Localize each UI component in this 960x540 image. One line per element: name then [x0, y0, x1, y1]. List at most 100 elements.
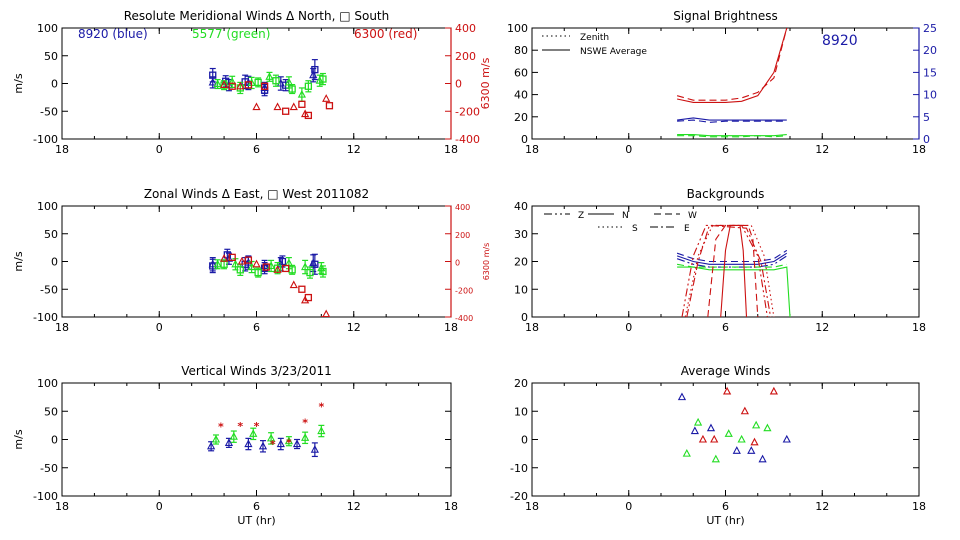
x-tick-label: 6	[722, 143, 729, 156]
series-line	[720, 224, 748, 317]
data-point-square	[228, 82, 236, 90]
data-point-triangle	[229, 432, 238, 440]
y-tick-label: 0	[51, 434, 58, 447]
data-point-triangle	[317, 426, 326, 435]
data-point-triangle	[747, 446, 756, 454]
data-point-triangle	[710, 434, 719, 443]
x-tick-label: 12	[347, 500, 361, 513]
panel-zonal: Zonal Winds Δ East, □ West 2011082 18 0 6 12…	[12, 187, 491, 334]
y2-tick-label: 5	[923, 111, 930, 124]
series-group	[208, 59, 334, 120]
series-line	[676, 255, 788, 268]
data-point-triangle	[289, 280, 298, 289]
y2-axis-label: 6300 m/s	[479, 57, 492, 109]
data-point-triangle	[266, 433, 276, 442]
x-tick-label: 6	[722, 321, 729, 334]
data-point-triangle	[763, 423, 772, 432]
data-point-triangle	[273, 102, 282, 111]
series-line	[676, 28, 788, 101]
series-group	[676, 224, 791, 317]
series-line	[707, 224, 759, 317]
data-point-triangle	[244, 439, 253, 448]
data-point-square	[288, 85, 296, 93]
data-point-square	[319, 75, 327, 83]
data-point-square	[304, 82, 313, 90]
data-point-triangle	[284, 436, 294, 445]
y2-tick-label: -200	[455, 286, 473, 295]
legend-label: S	[632, 224, 638, 234]
data-point-triangle	[249, 429, 258, 437]
data-point-square	[254, 78, 262, 87]
annotation-label: 8920	[822, 33, 858, 49]
y-tick-label: 40	[514, 89, 528, 102]
data-point-triangle	[297, 89, 306, 98]
y2-tick-label: 400	[455, 203, 470, 212]
series-group	[676, 28, 788, 138]
x-tick-label: 12	[815, 500, 829, 513]
data-point-triangle	[782, 434, 791, 443]
x-tick-label: 18	[525, 321, 539, 334]
y2-tick-label: 200	[455, 50, 476, 63]
data-point-square	[282, 107, 290, 115]
data-point-triangle	[315, 76, 324, 84]
y2-tick-label: 25	[923, 22, 937, 35]
y-tick-label: 100	[507, 22, 528, 35]
chart-title: Backgrounds	[687, 187, 765, 201]
legend-label: E	[684, 224, 690, 234]
data-point-triangle	[252, 259, 261, 268]
data-point-square	[298, 100, 306, 108]
series-line	[677, 119, 787, 123]
legend-label: W	[688, 211, 697, 221]
data-point-triangle	[690, 426, 699, 435]
data-point-square	[209, 262, 217, 270]
x-tick-label: 6	[253, 321, 260, 334]
data-point-star: *	[218, 421, 224, 434]
data-point-square	[319, 267, 327, 276]
annotation-label: 6300 (red)	[354, 27, 417, 41]
data-point-triangle	[706, 423, 716, 432]
legend-label: NSWE Average	[580, 47, 647, 57]
data-point-star: *	[237, 420, 243, 433]
x-axis-label: UT (hr)	[706, 514, 744, 527]
data-point-square	[209, 71, 217, 79]
x-tick-label: 18	[444, 143, 458, 156]
data-point-square	[244, 256, 253, 264]
y2-tick-label: 0	[923, 133, 930, 146]
data-point-triangle	[301, 433, 310, 441]
data-point-triangle	[292, 439, 302, 448]
panel-meridional: Resolute Meridional Winds Δ North, □ Sou…	[12, 9, 492, 156]
y2-tick-label: 10	[923, 89, 937, 102]
series-group	[208, 248, 331, 317]
x-tick-label: 18	[912, 500, 926, 513]
panel-average: Average Winds 18 0 6 12 18 20 10 0 -10 -20 UT (hr)	[510, 364, 926, 527]
data-point-triangle	[752, 420, 761, 429]
data-point-triangle	[207, 441, 216, 450]
x-tick-label: 12	[815, 321, 829, 334]
data-point-square	[306, 268, 314, 277]
data-point-square	[272, 77, 280, 85]
data-point-triangle	[682, 448, 691, 457]
data-point-triangle	[724, 429, 733, 437]
y-tick-label: 0	[521, 133, 528, 146]
y2-tick-label: -400	[455, 314, 473, 323]
data-point-triangle	[732, 446, 741, 454]
y-axis-label: m/s	[12, 429, 25, 449]
legend-label: N	[622, 211, 629, 221]
legend-label: Zenith	[580, 33, 609, 43]
y-axis-label: m/s	[12, 73, 25, 93]
y-axis-label: m/s	[12, 251, 25, 271]
series-line	[677, 266, 791, 317]
series-line	[686, 224, 772, 317]
data-point-star: *	[302, 417, 308, 430]
data-point-square	[260, 86, 269, 94]
x-tick-label: 12	[815, 143, 829, 156]
x-tick-label: 18	[444, 500, 458, 513]
data-point-square	[254, 268, 262, 277]
data-point-square	[304, 111, 313, 120]
y-tick-label: 60	[514, 66, 528, 79]
panel-vertical: Vertical Winds 3/23/2011 18 0 6 12 18 100 50 0 -5…	[12, 364, 458, 527]
y2-tick-label: 20	[923, 44, 937, 57]
data-point-square	[260, 82, 269, 90]
x-tick-label: 0	[156, 143, 163, 156]
